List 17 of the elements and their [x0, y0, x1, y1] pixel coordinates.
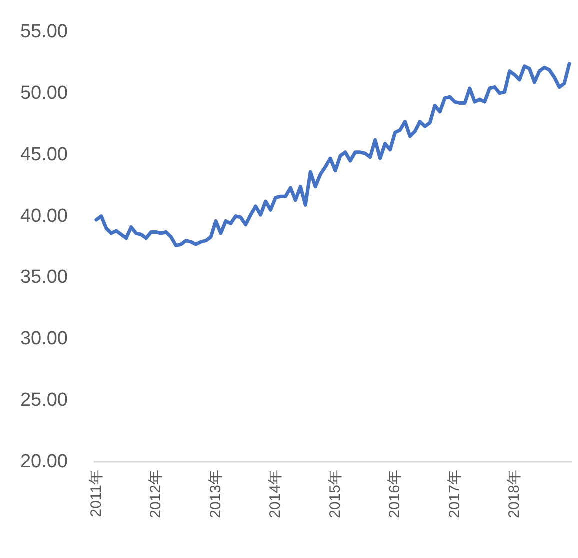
- x-tick-label: 2014年: [267, 470, 284, 518]
- y-tick-label: 20.00: [20, 452, 68, 472]
- y-tick-label: 35.00: [20, 267, 68, 288]
- y-tick-label: 25.00: [20, 390, 68, 412]
- y-tick-label: 30.00: [20, 328, 68, 350]
- x-tick-label: 2017年: [446, 470, 464, 518]
- x-tick-label: 2012年: [148, 470, 165, 518]
- y-tick-label: 50.00: [20, 82, 68, 104]
- y-tick-label: 40.00: [20, 206, 68, 227]
- y-tick-label: 45.00: [20, 144, 68, 166]
- x-tick-label: 2016年: [386, 470, 404, 518]
- x-tick-label: 2015年: [326, 470, 344, 518]
- x-tick-label: 2011年: [88, 470, 105, 518]
- y-tick-label: 55.00: [20, 22, 68, 42]
- x-tick-label: 2013年: [207, 470, 224, 518]
- x-tick-label: 2018年: [506, 470, 524, 518]
- line-series: [94, 62, 572, 248]
